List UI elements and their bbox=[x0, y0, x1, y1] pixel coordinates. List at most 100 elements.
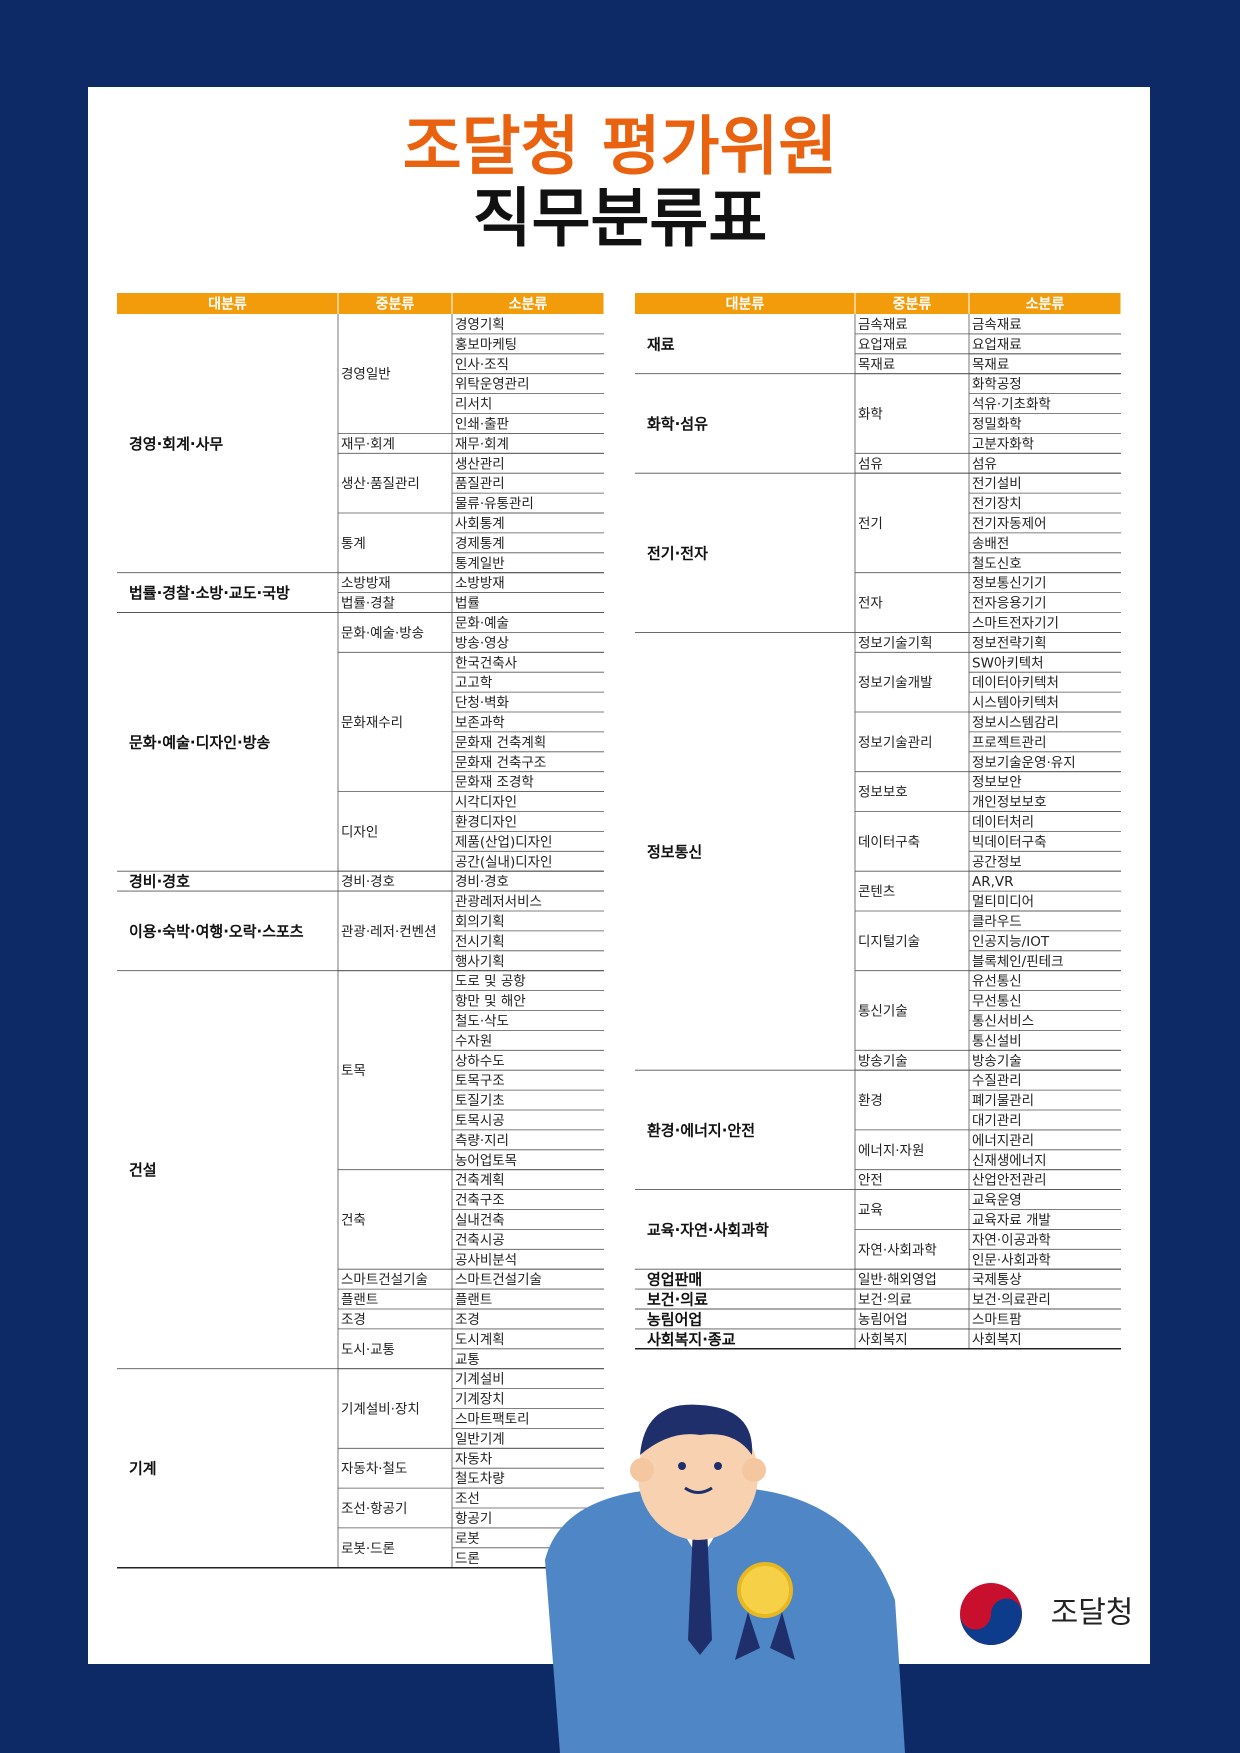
item-cell: 자연·이공과학 bbox=[972, 1232, 1051, 1248]
item-cell: 기계장치 bbox=[455, 1392, 505, 1408]
item-cell: 문화재 조경학 bbox=[455, 775, 534, 791]
major-cell: 화학·섬유 bbox=[647, 415, 708, 433]
title-line2: 직무분류표 bbox=[473, 183, 767, 257]
item-cell: 통신서비스 bbox=[972, 1013, 1034, 1029]
mid-cell: 소방방재 bbox=[341, 576, 391, 592]
item-cell: 철도차량 bbox=[455, 1471, 505, 1487]
mid-cell: 전자 bbox=[858, 596, 883, 612]
item-cell: 시각디자인 bbox=[455, 795, 517, 811]
item-cell: 행사기획 bbox=[455, 954, 505, 970]
item-cell: 환경디자인 bbox=[455, 814, 517, 830]
mid-cell: 사회복지 bbox=[858, 1332, 908, 1348]
item-cell: 정보통신기기 bbox=[972, 576, 1047, 592]
mid-cell: 통신기술 bbox=[858, 1004, 908, 1020]
item-cell: 실내건축 bbox=[455, 1212, 505, 1228]
mid-cell: 경영일반 bbox=[341, 367, 391, 383]
mid-cell: 환경 bbox=[858, 1093, 883, 1109]
item-cell: 전기자동제어 bbox=[972, 516, 1047, 532]
item-cell: 프로젝트관리 bbox=[972, 735, 1047, 751]
mid-cell: 교육 bbox=[858, 1203, 883, 1219]
item-cell: 사회통계 bbox=[455, 516, 505, 532]
mid-cell: 정보기술개발 bbox=[858, 675, 933, 691]
mid-cell: 재무·회계 bbox=[341, 436, 395, 452]
major-cell: 영업판매 bbox=[647, 1271, 702, 1289]
mid-cell: 법률·경찰 bbox=[341, 596, 395, 612]
item-cell: 산업안전관리 bbox=[972, 1173, 1047, 1189]
item-cell: 방송기술 bbox=[972, 1053, 1022, 1069]
item-cell: 사회복지 bbox=[972, 1332, 1022, 1348]
item-cell: 정보전략기획 bbox=[972, 635, 1047, 651]
item-cell: 조경 bbox=[455, 1312, 480, 1328]
header-cell: 소분류 bbox=[1026, 297, 1065, 313]
mid-cell: 도시·교통 bbox=[341, 1342, 395, 1358]
character bbox=[545, 1404, 905, 1753]
item-cell: 제품(산업)디자인 bbox=[455, 834, 552, 850]
mid-cell: 화학 bbox=[858, 407, 883, 423]
item-cell: 재무·회계 bbox=[455, 436, 509, 452]
item-cell: 일반기계 bbox=[455, 1431, 505, 1447]
item-cell: 리서치 bbox=[455, 397, 492, 413]
item-cell: 스마트건설기술 bbox=[455, 1272, 542, 1288]
item-cell: 건축구조 bbox=[455, 1193, 505, 1209]
table-header bbox=[635, 293, 1121, 314]
mid-cell: 일반·해외영업 bbox=[858, 1272, 937, 1288]
item-cell: 건축계획 bbox=[455, 1173, 505, 1189]
item-cell: 요업재료 bbox=[972, 337, 1022, 353]
mid-cell: 플랜트 bbox=[341, 1292, 378, 1308]
item-cell: 고고학 bbox=[455, 675, 492, 691]
item-cell: 물류·유통관리 bbox=[455, 496, 534, 512]
item-cell: 홍보마케팅 bbox=[455, 337, 517, 353]
mid-cell: 스마트건설기술 bbox=[341, 1272, 428, 1288]
item-cell: 유선통신 bbox=[972, 974, 1022, 990]
item-cell: 석유·기초화학 bbox=[972, 397, 1051, 413]
item-cell: 블록체인/핀테크 bbox=[972, 954, 1064, 970]
item-cell: 기계설비 bbox=[455, 1372, 505, 1388]
item-cell: 경제통계 bbox=[455, 536, 505, 552]
item-cell: 정보시스템감리 bbox=[972, 715, 1059, 731]
major-cell: 경영·회계·사무 bbox=[129, 435, 223, 453]
item-cell: 상하수도 bbox=[455, 1053, 505, 1069]
item-cell: 토목시공 bbox=[455, 1113, 505, 1129]
item-cell: 단청·벽화 bbox=[455, 695, 509, 711]
logo-text: 조달청 bbox=[1051, 1596, 1134, 1631]
major-cell: 기계 bbox=[129, 1460, 157, 1478]
item-cell: 관광레저서비스 bbox=[455, 894, 542, 910]
item-cell: 방송·영상 bbox=[455, 635, 509, 651]
logo: 조달청 bbox=[960, 1583, 1133, 1645]
mid-cell: 섬유 bbox=[858, 456, 883, 472]
table-header bbox=[117, 293, 604, 314]
item-cell: 스마트팩토리 bbox=[455, 1411, 530, 1427]
item-cell: 빅데이터구축 bbox=[972, 834, 1047, 850]
mid-cell: 전기 bbox=[858, 516, 883, 532]
item-cell: 법률 bbox=[455, 596, 480, 612]
mid-cell: 경비·경호 bbox=[341, 874, 395, 890]
item-cell: 보존과학 bbox=[455, 715, 505, 731]
item-cell: 농어업토목 bbox=[455, 1153, 517, 1169]
mid-cell: 방송기술 bbox=[858, 1053, 908, 1069]
item-cell: 측량·지리 bbox=[455, 1133, 509, 1149]
item-cell: 공사비분석 bbox=[455, 1252, 517, 1268]
mid-cell: 보건·의료 bbox=[858, 1292, 912, 1308]
mid-cell: 목재료 bbox=[858, 357, 895, 373]
item-cell: 통신설비 bbox=[972, 1033, 1022, 1049]
mid-cell: 기계설비·장치 bbox=[341, 1402, 420, 1418]
mid-cell: 디지털기술 bbox=[858, 934, 920, 950]
mid-cell: 데이터구축 bbox=[858, 834, 920, 850]
item-cell: 개인정보보호 bbox=[972, 795, 1047, 811]
header-cell: 중분류 bbox=[376, 297, 415, 313]
item-cell: 건축시공 bbox=[455, 1232, 505, 1248]
mid-cell: 정보기술기획 bbox=[858, 635, 933, 651]
major-cell: 교육·자연·사회과학 bbox=[647, 1221, 769, 1239]
major-cell: 농림어업 bbox=[647, 1310, 702, 1328]
major-cell: 건설 bbox=[129, 1161, 157, 1179]
major-cell: 경비·경호 bbox=[129, 873, 190, 891]
item-cell: 조선 bbox=[455, 1491, 480, 1507]
item-cell: 소방방재 bbox=[455, 576, 505, 592]
header-cell: 대분류 bbox=[726, 297, 765, 313]
item-cell: 토목구조 bbox=[455, 1073, 505, 1089]
item-cell: 토질기초 bbox=[455, 1093, 505, 1109]
mid-cell: 디자인 bbox=[341, 824, 378, 840]
mid-cell: 정보보호 bbox=[858, 785, 908, 801]
item-cell: 국제통상 bbox=[972, 1272, 1022, 1288]
